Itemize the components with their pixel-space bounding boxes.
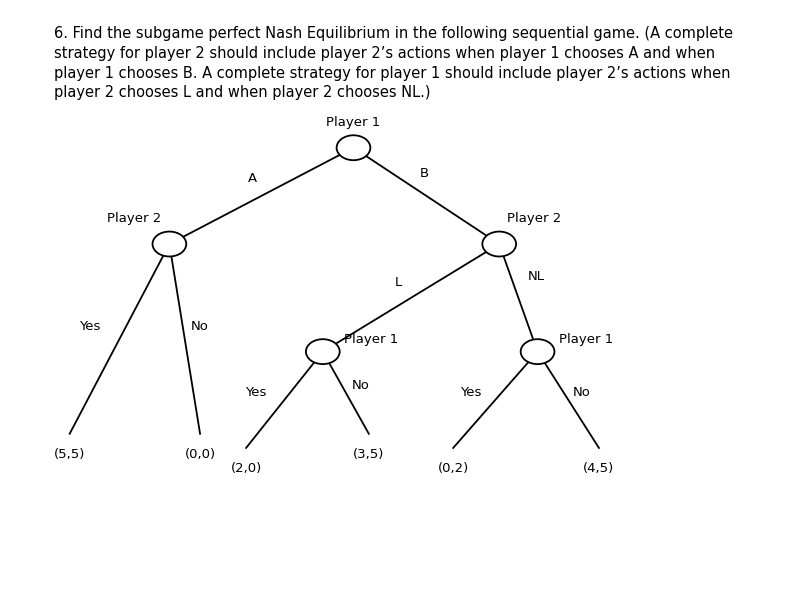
- Text: (4,5): (4,5): [583, 462, 614, 475]
- Text: Player 1: Player 1: [559, 333, 614, 346]
- Text: Player 1: Player 1: [326, 116, 380, 129]
- Circle shape: [153, 231, 186, 257]
- Text: B: B: [420, 168, 429, 181]
- Text: L: L: [395, 276, 402, 289]
- Text: No: No: [573, 386, 591, 399]
- Text: (0,2): (0,2): [438, 462, 469, 475]
- Text: Yes: Yes: [245, 386, 267, 399]
- Text: 6. Find the subgame perfect Nash Equilibrium in the following sequential game. (: 6. Find the subgame perfect Nash Equilib…: [54, 26, 733, 100]
- Text: Yes: Yes: [79, 320, 101, 333]
- Text: (3,5): (3,5): [353, 448, 384, 461]
- Text: Player 2: Player 2: [108, 212, 161, 225]
- Circle shape: [306, 339, 340, 364]
- Text: (2,0): (2,0): [230, 462, 262, 475]
- Text: No: No: [352, 379, 369, 392]
- Text: No: No: [191, 320, 209, 333]
- Circle shape: [521, 339, 555, 364]
- Text: A: A: [248, 172, 257, 185]
- Circle shape: [336, 135, 371, 160]
- Text: (0,0): (0,0): [185, 448, 216, 461]
- Text: Player 2: Player 2: [507, 212, 561, 225]
- Text: NL: NL: [527, 270, 545, 283]
- Text: (5,5): (5,5): [54, 448, 85, 461]
- Text: Player 1: Player 1: [344, 333, 399, 346]
- Circle shape: [483, 231, 516, 257]
- Text: Yes: Yes: [459, 386, 481, 399]
